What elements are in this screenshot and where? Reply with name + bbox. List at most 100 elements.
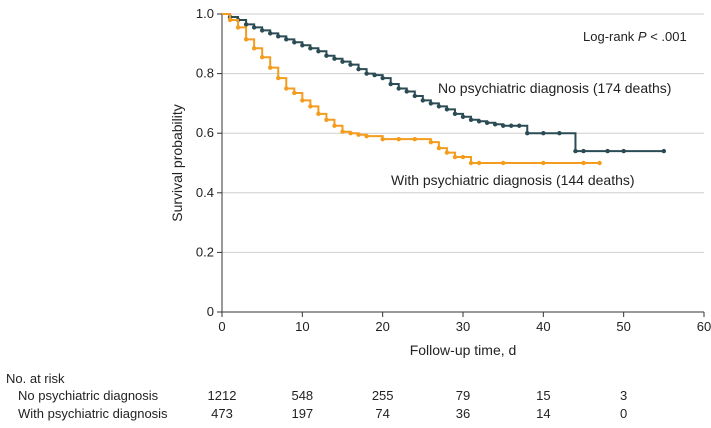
censor-mark-no-psych (661, 148, 667, 154)
risk-row-label-with-psych: With psychiatric diagnosis (18, 406, 168, 421)
x-tick-label: 30 (456, 319, 470, 334)
censor-mark-with-psych (300, 98, 305, 103)
log-rank-annotation: Log-rank P < .001 (583, 29, 687, 44)
censor-mark-no-psych (388, 81, 393, 87)
censor-mark-no-psych (484, 120, 490, 125)
y-tick-label: 0.6 (196, 125, 214, 140)
risk-row-label-no-psych: No psychiatric diagnosis (18, 388, 159, 403)
series-layer (222, 13, 667, 166)
censor-mark-no-psych (396, 86, 401, 91)
censor-mark-no-psych (324, 53, 329, 58)
series-label-with-psych: With psychiatric diagnosis (144 deaths) (391, 172, 635, 188)
risk-values: 1212 548 255 79 15 3 473 197 74 36 14 0 (208, 388, 628, 421)
x-tick-label: 40 (536, 319, 550, 334)
censor-mark-no-psych (557, 131, 562, 136)
censor-mark-no-psych (509, 123, 514, 128)
censor-mark-with-psych (468, 160, 474, 166)
censor-mark-with-psych (412, 136, 417, 142)
censor-mark-with-psych (380, 136, 385, 142)
y-ticks: 0 0.2 0.4 0.6 0.8 1.0 (196, 6, 222, 319)
x-tick-label: 10 (295, 319, 309, 334)
x-axis-title: Follow-up time, d (410, 342, 517, 358)
censor-mark-with-psych (428, 139, 434, 145)
censor-mark-with-psych (243, 37, 249, 42)
censor-mark-no-psych (500, 123, 506, 128)
censor-mark-with-psych (284, 86, 289, 91)
risk-value: 3 (620, 388, 627, 403)
censor-mark-with-psych (268, 65, 273, 70)
y-tick-label: 1.0 (196, 6, 214, 21)
censor-mark-with-psych (460, 154, 466, 160)
censor-mark-with-psych (259, 55, 265, 60)
censor-mark-with-psych (251, 46, 257, 51)
censor-mark-no-psych (541, 131, 546, 136)
risk-value: 74 (375, 406, 389, 421)
censor-mark-no-psych (308, 46, 313, 51)
risk-value: 1212 (208, 388, 237, 403)
censor-mark-no-psych (292, 40, 297, 45)
series-label-no-psych: No psychiatric diagnosis (174 deaths) (438, 80, 671, 96)
risk-value: 14 (536, 406, 550, 421)
censor-mark-no-psych (356, 66, 361, 72)
y-tick-label: 0.8 (196, 66, 214, 81)
risk-value: 197 (291, 406, 313, 421)
censor-mark-with-psych (235, 25, 241, 30)
censor-mark-with-psych (292, 90, 297, 96)
censor-mark-no-psych (340, 59, 345, 64)
censor-mark-no-psych (573, 148, 578, 154)
censor-mark-no-psych (605, 148, 610, 154)
censor-mark-with-psych (444, 150, 450, 155)
censor-mark-no-psych (412, 93, 417, 99)
censor-mark-with-psych (541, 160, 546, 166)
censor-mark-no-psych (380, 75, 385, 81)
risk-value: 0 (620, 406, 627, 421)
log-rank-suffix: < .001 (647, 29, 687, 44)
censor-mark-no-psych (284, 37, 289, 42)
censor-mark-no-psych (444, 107, 450, 112)
axes (221, 14, 704, 313)
censor-mark-with-psych (476, 160, 482, 166)
censor-mark-with-psych (500, 160, 506, 166)
censor-mark-with-psych (340, 129, 345, 134)
censor-mark-with-psych (581, 160, 586, 166)
y-axis-title: Survival probability (169, 104, 185, 222)
censor-mark-no-psych (468, 117, 474, 122)
censor-mark-no-psych (300, 43, 305, 48)
censor-mark-with-psych (227, 17, 233, 23)
x-tick-label: 20 (375, 319, 389, 334)
censor-mark-with-psych (597, 160, 602, 166)
censor-mark-no-psych (243, 22, 249, 27)
risk-value: 79 (456, 388, 470, 403)
censor-mark-with-psych (308, 104, 313, 109)
x-tick-label: 0 (218, 319, 225, 334)
censor-mark-with-psych (316, 111, 321, 117)
censor-mark-with-psych (364, 133, 369, 139)
censor-mark-with-psych (348, 131, 353, 136)
risk-value: 255 (372, 388, 394, 403)
censor-mark-no-psych (420, 98, 426, 103)
censor-mark-no-psych (517, 123, 522, 128)
censor-mark-no-psych (581, 148, 586, 154)
censor-mark-with-psych (436, 145, 442, 151)
censor-mark-with-psych (396, 136, 401, 142)
risk-value: 473 (211, 406, 233, 421)
censor-mark-no-psych (436, 104, 442, 109)
censor-mark-with-psych (332, 123, 337, 128)
censor-mark-with-psych (276, 75, 281, 81)
censor-mark-no-psych (251, 25, 257, 30)
censor-mark-no-psych (404, 89, 409, 94)
censor-mark-no-psych (316, 49, 321, 54)
censor-mark-with-psych (452, 154, 458, 160)
censor-mark-with-psych (356, 132, 361, 137)
censor-mark-no-psych (276, 34, 281, 39)
censor-mark-no-psych (476, 119, 482, 124)
censor-mark-no-psych (492, 122, 498, 127)
censor-mark-no-psych (525, 131, 530, 136)
gridlines (222, 13, 704, 253)
x-ticks: 0 10 20 30 40 50 60 (218, 312, 711, 334)
log-rank-prefix: Log-rank (583, 29, 638, 44)
risk-value: 548 (291, 388, 313, 403)
censor-mark-no-psych (452, 111, 458, 117)
risk-table-title: No. at risk (6, 371, 65, 386)
